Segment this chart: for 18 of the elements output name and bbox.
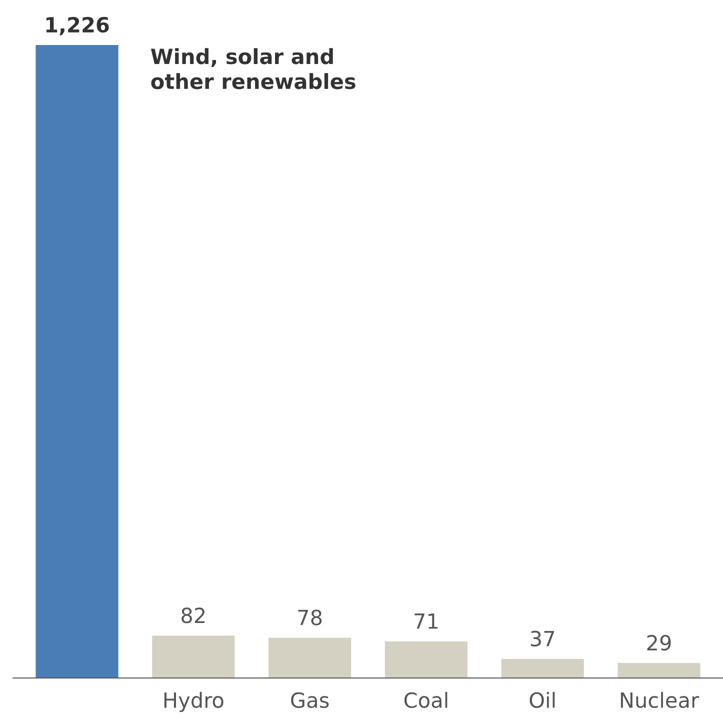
- x-tick-label: Nuclear: [620, 692, 700, 708]
- bar: [268, 638, 352, 678]
- data-label: 82: [182, 608, 205, 624]
- x-tick-label: Coal: [404, 692, 448, 708]
- bar: [384, 641, 468, 678]
- x-tick-label: Hydro: [164, 692, 224, 712]
- x-tick-label: Oil: [530, 692, 555, 708]
- data-label: 29: [647, 634, 671, 651]
- data-label: 1,226: [46, 16, 109, 36]
- data-label: 37: [530, 630, 554, 647]
- data-label: 71: [414, 613, 438, 629]
- annotation: Wind, solar and other renewables: [150, 48, 356, 90]
- data-label: 78: [298, 610, 322, 626]
- bar: [501, 658, 584, 678]
- bar: [618, 663, 700, 678]
- x-tick-label: Gas: [291, 692, 329, 708]
- bar: [152, 636, 235, 678]
- bar: [36, 45, 118, 678]
